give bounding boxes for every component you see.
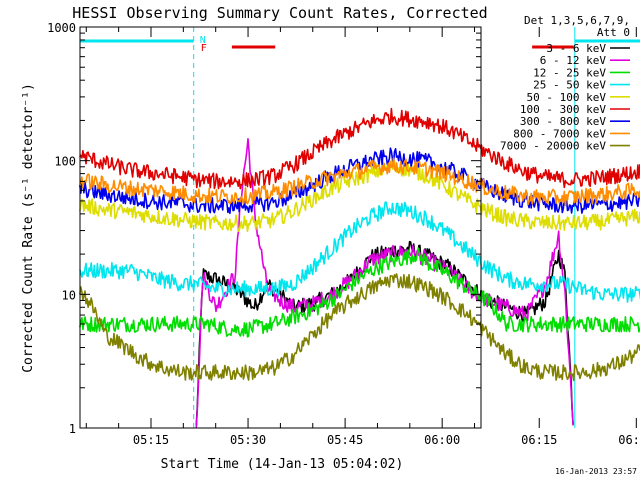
legend-label-6: 300 - 800 keV	[520, 115, 606, 128]
legend-label-1: 6 - 12 keV	[540, 54, 607, 67]
y-axis-label: Corrected Count Rate (s⁻¹ detector⁻¹)	[21, 83, 36, 373]
x-tick-label: 06:30	[618, 433, 640, 447]
legend-label-0: 3 - 6 keV	[546, 42, 606, 55]
x-tick-label: 06:00	[424, 433, 460, 447]
x-tick-label: 05:30	[230, 433, 266, 447]
series-line-8	[79, 273, 640, 382]
timestamp: 16-Jan-2013 23:57	[555, 467, 637, 476]
legend-label-2: 12 - 25 keV	[533, 66, 606, 79]
y-tick-label: 100	[54, 155, 76, 169]
chart-title: HESSI Observing Summary Count Rates, Cor…	[72, 4, 487, 22]
legend-label-7: 800 - 7000 keV	[513, 127, 606, 140]
series-line-2	[79, 247, 640, 338]
legend-header-line1: Det 1,3,5,6,7,9,	[524, 14, 630, 27]
series-line-1	[195, 138, 574, 429]
x-tick-label: 05:15	[133, 433, 169, 447]
y-tick-label: 1000	[47, 21, 76, 35]
x-tick-label: 06:15	[521, 433, 557, 447]
y-tick-label: 10	[62, 288, 76, 302]
legend-label-5: 100 - 300 keV	[520, 103, 606, 116]
series-line-7	[79, 157, 640, 207]
legend-label-3: 25 - 50 keV	[533, 79, 606, 92]
axes: 1 10 100 1000 05:15 05:30 05:45 06:00 06:15 06:30	[47, 21, 640, 447]
x-tick-label: 05:45	[327, 433, 363, 447]
series-line-3	[79, 201, 640, 303]
legend-label-8: 7000 - 20000 keV	[500, 140, 606, 153]
y-tick-label: 1	[69, 422, 76, 436]
legend-label-4: 50 - 100 keV	[527, 91, 607, 104]
flare-flag-label: F	[201, 43, 207, 54]
x-axis-label: Start Time (14-Jan-13 05:04:02)	[161, 457, 404, 472]
observing-flags: NF	[80, 27, 640, 428]
series-line-5	[79, 107, 640, 190]
legend-header-line2: Att 0	[597, 26, 630, 39]
series-layer	[79, 107, 640, 429]
night-flag-label: N	[200, 35, 206, 46]
